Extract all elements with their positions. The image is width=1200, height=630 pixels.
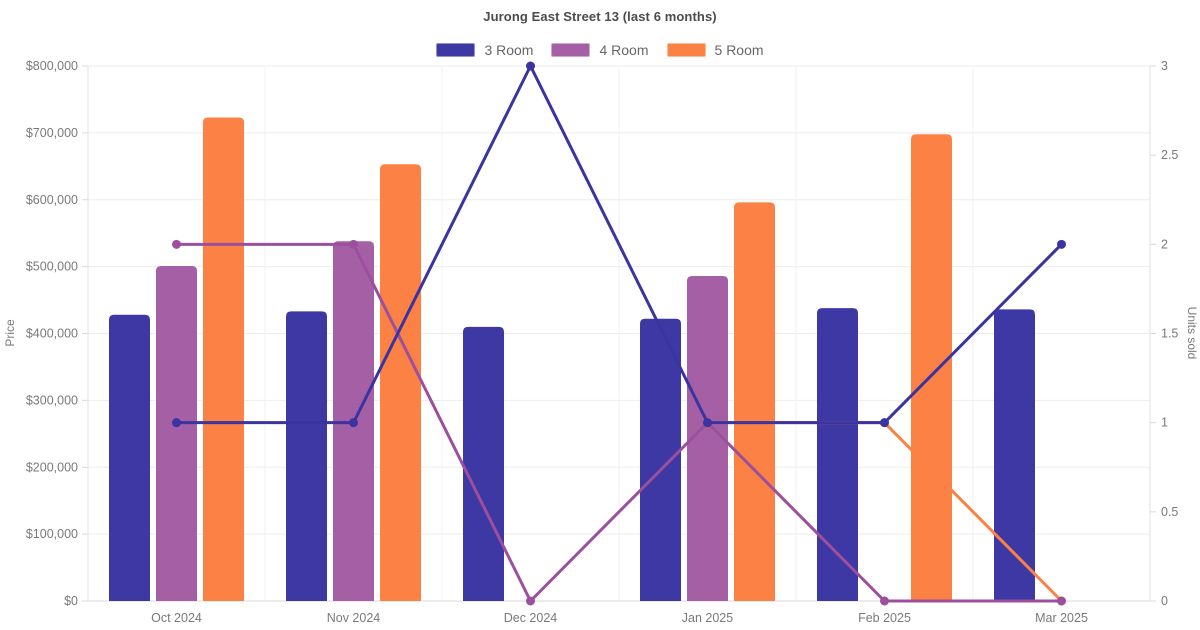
bar-3room-dec-2024[interactable]	[463, 326, 504, 601]
legend-swatch-3-room-icon	[436, 43, 476, 57]
y-right-tick-label: 0.5	[1161, 505, 1178, 519]
bar-4room-jan-2025[interactable]	[687, 275, 728, 601]
y-right-tick-label: 2	[1161, 237, 1168, 251]
bar-3room-feb-2025[interactable]	[817, 308, 858, 601]
y-right-axis-title: Units sold	[1185, 307, 1199, 360]
point-3room-nov-2024[interactable]	[349, 418, 358, 428]
chart-legend: 3 Room 4 Room 5 Room	[0, 42, 1200, 58]
bar-3room-jan-2025[interactable]	[640, 318, 681, 601]
x-tick-label: Mar 2025	[1035, 611, 1088, 625]
y-left-tick-label: $700,000	[26, 126, 78, 140]
point-4room-feb-2025[interactable]	[880, 596, 889, 606]
legend-swatch-4-room-icon	[551, 43, 591, 57]
y-right-tick-label: 0	[1161, 594, 1168, 608]
y-right-tick-label: 1.5	[1161, 327, 1178, 341]
bar-3room-mar-2025[interactable]	[994, 309, 1035, 601]
point-3room-dec-2024[interactable]	[526, 61, 535, 71]
bar-5room-oct-2024[interactable]	[203, 117, 244, 602]
y-right-tick-label: 3	[1161, 59, 1168, 73]
bar-5room-nov-2024[interactable]	[380, 164, 421, 601]
point-4room-oct-2024[interactable]	[172, 239, 181, 249]
y-left-tick-label: $0	[64, 594, 78, 608]
point-3room-jan-2025[interactable]	[703, 418, 712, 428]
bar-3room-oct-2024[interactable]	[109, 314, 150, 601]
y-left-tick-label: $100,000	[26, 527, 78, 541]
legend-label-5-room: 5 Room	[714, 42, 764, 58]
legend-label-3-room: 3 Room	[484, 42, 534, 58]
bar-5room-feb-2025[interactable]	[911, 134, 952, 601]
point-4room-mar-2025[interactable]	[1057, 596, 1066, 606]
line-3room-units	[176, 62, 1063, 425]
y-left-tick-label: $600,000	[26, 193, 78, 207]
x-tick-label: Nov 2024	[327, 611, 381, 625]
y-right-tick-label: 2.5	[1161, 148, 1178, 162]
point-3room-oct-2024[interactable]	[172, 418, 181, 428]
y-left-tick-label: $300,000	[26, 393, 78, 407]
x-tick-label: Jan 2025	[682, 611, 733, 625]
point-4room-nov-2024[interactable]	[349, 239, 358, 249]
legend-item-3-room[interactable]: 3 Room	[436, 42, 533, 58]
bar-4room-oct-2024[interactable]	[156, 265, 197, 601]
y-left-tick-label: $500,000	[26, 260, 78, 274]
line-4room-units	[176, 242, 1062, 604]
x-tick-label: Dec 2024	[504, 611, 558, 625]
legend-item-4-room[interactable]: 4 Room	[551, 42, 649, 58]
y-left-tick-label: $200,000	[26, 460, 78, 474]
y-left-axis-title: Price	[3, 319, 17, 347]
x-tick-label: Feb 2025	[858, 611, 911, 625]
point-3room-mar-2025[interactable]	[1057, 239, 1066, 249]
x-tick-label: Oct 2024	[151, 611, 202, 625]
y-left-tick-label: $800,000	[26, 59, 78, 73]
legend-swatch-5-room-icon	[666, 43, 706, 57]
y-right-tick-label: 1	[1161, 416, 1168, 430]
y-left-tick-label: $400,000	[26, 327, 78, 341]
bar-5room-jan-2025[interactable]	[734, 202, 775, 602]
bar-3room-nov-2024[interactable]	[286, 311, 327, 601]
chart-title: Jurong East Street 13 (last 6 months)	[483, 9, 717, 24]
legend-label-4-room: 4 Room	[599, 42, 649, 58]
legend-item-5-room[interactable]: 5 Room	[666, 42, 764, 58]
point-4room-dec-2024[interactable]	[526, 596, 535, 606]
point-3room-feb-2025[interactable]	[880, 418, 889, 428]
